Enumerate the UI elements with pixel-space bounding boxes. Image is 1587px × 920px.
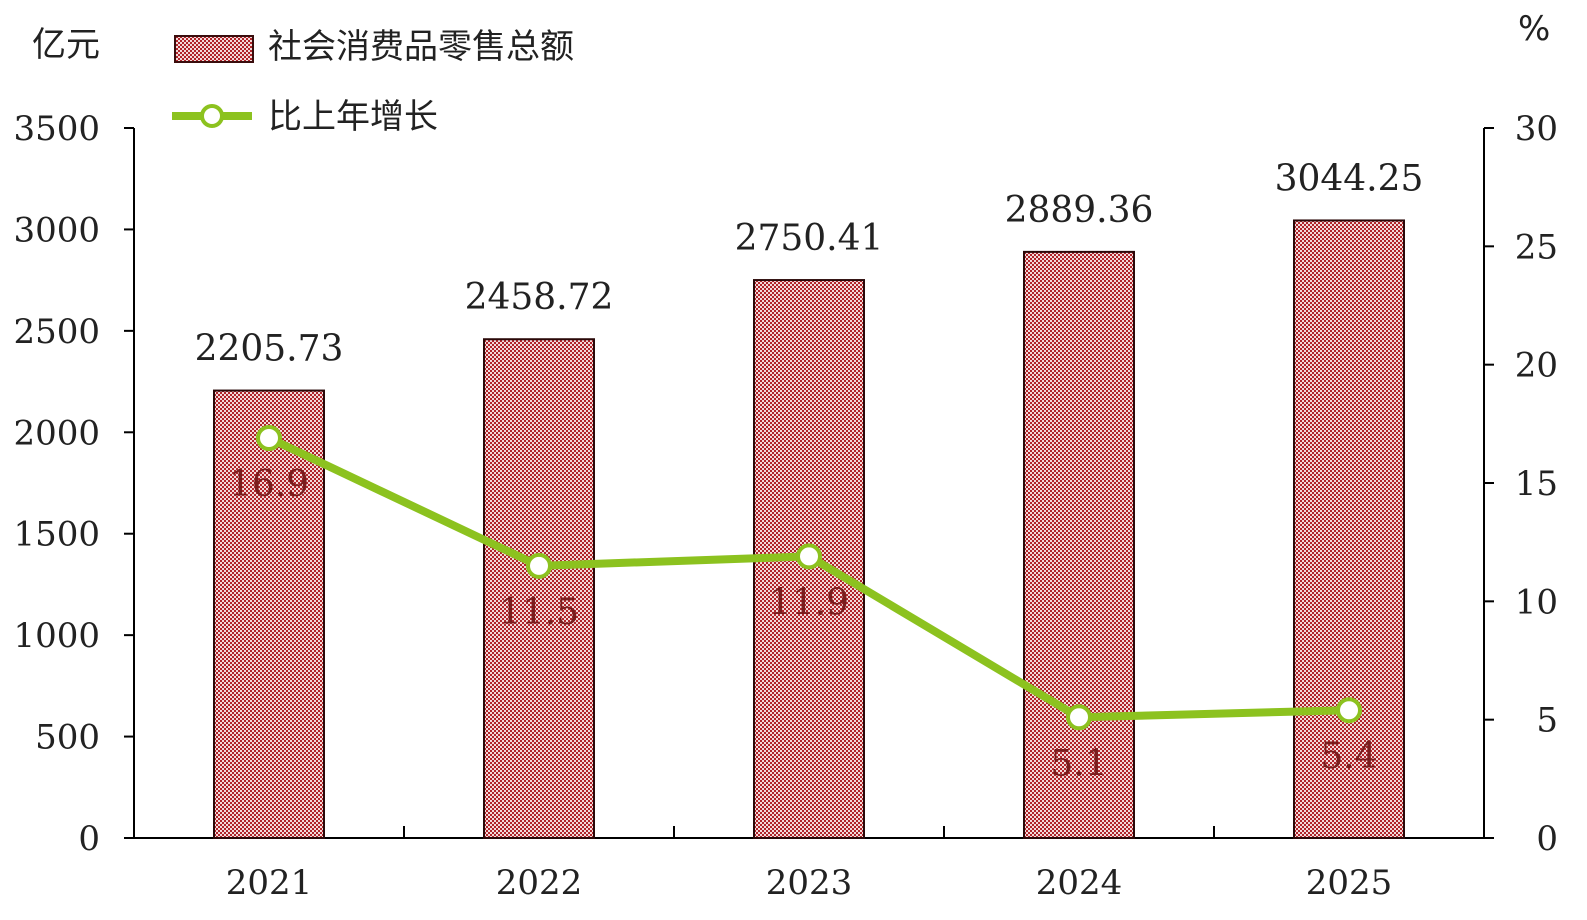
right-tick-label: 20: [1515, 346, 1558, 386]
growth-value-label: 5.4: [1320, 736, 1377, 777]
growth-point: [256, 425, 282, 452]
x-tick-label: 2025: [1306, 863, 1393, 903]
growth-value-label: 5.1: [1050, 743, 1107, 784]
growth-point: [1336, 697, 1362, 724]
right-tick-label: 10: [1515, 582, 1558, 622]
right-tick-label: 15: [1515, 464, 1558, 504]
bar-value-label: 2205.73: [195, 329, 344, 370]
left-tick-label: 2500: [13, 312, 100, 352]
left-tick-label: 2000: [13, 413, 100, 453]
growth-value-label: 11.9: [769, 582, 849, 623]
bar-value-label: 3044.25: [1275, 158, 1424, 199]
bar-series: [213, 219, 1405, 839]
growth-point: [526, 552, 552, 579]
line-series: [256, 425, 1362, 731]
legend-bar-label: 社会消费品零售总额: [268, 27, 574, 67]
left-tick-label: 3500: [13, 109, 100, 149]
left-tick-label: 1500: [13, 515, 100, 555]
line-value-labels: 16.9 11.5 11.9 5.1 5.4: [229, 464, 1378, 784]
growth-point: [1066, 704, 1092, 731]
left-axis-unit: 亿元: [32, 25, 100, 65]
x-tick-label: 2022: [496, 863, 583, 903]
x-tick-label: 2021: [226, 863, 313, 903]
left-tick-label: 3000: [13, 210, 100, 250]
bar-value-label: 2458.72: [465, 277, 614, 318]
legend-line-label: 比上年增长: [268, 97, 438, 137]
bar: [1023, 250, 1135, 839]
right-tick-label: 5: [1536, 701, 1558, 741]
left-tick-label: 0: [78, 819, 100, 859]
x-tick-label: 2024: [1036, 863, 1123, 903]
x-axis-ticks: 2021 2022 2023 2024 2025: [226, 826, 1393, 903]
right-tick-label: 25: [1515, 227, 1558, 267]
left-tick-label: 1000: [13, 616, 100, 656]
legend-bar-swatch: [174, 35, 254, 63]
bar-value-label: 2889.36: [1005, 190, 1154, 231]
bar: [1293, 219, 1405, 839]
legend-line-marker: [200, 104, 224, 128]
bar: [483, 338, 595, 839]
right-axis-unit: %: [1518, 9, 1550, 49]
growth-point: [796, 543, 822, 570]
legend: 社会消费品零售总额 比上年增长: [172, 27, 574, 137]
bar: [213, 389, 325, 839]
growth-value-label: 16.9: [229, 464, 309, 505]
left-tick-label: 500: [35, 718, 100, 758]
right-tick-label: 0: [1536, 819, 1558, 859]
right-tick-label: 30: [1515, 109, 1558, 149]
growth-value-label: 11.5: [499, 592, 579, 633]
bar-value-label: 2750.41: [735, 218, 884, 259]
x-tick-label: 2023: [766, 863, 853, 903]
right-axis-ticks: 0 5 10 15 20 25 30: [1484, 109, 1558, 859]
bar-value-labels: 2205.73 2458.72 2750.41 2889.36 3044.25: [195, 158, 1424, 369]
left-axis-ticks: 0 500 1000 1500 2000 2500 3000 3500: [13, 109, 134, 859]
